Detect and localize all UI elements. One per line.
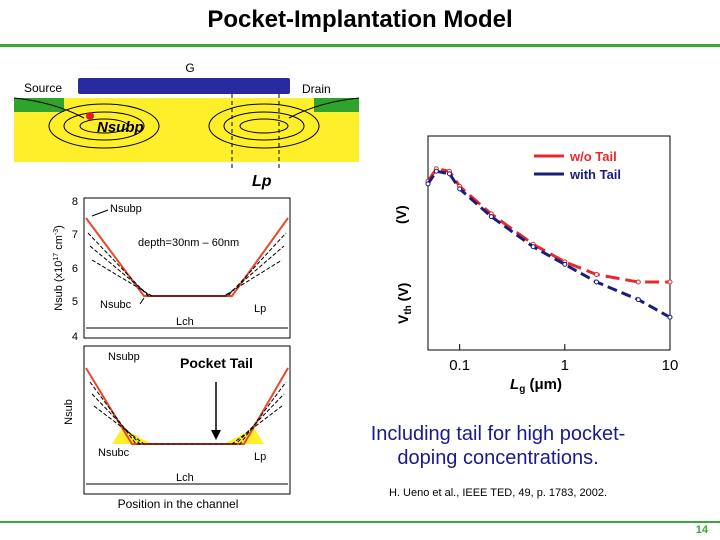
data-point — [667, 279, 673, 285]
data-point — [457, 186, 463, 192]
nsubp-marker — [86, 112, 94, 120]
caption-line1: Including tail for high pocket- — [370, 423, 626, 445]
profile-bottom-lp: Lp — [254, 451, 266, 463]
source-label: Source — [24, 81, 62, 95]
top-rule — [0, 44, 720, 47]
vth-ylabel: Vth (V) — [395, 283, 414, 324]
device-nsubp-label: Nsubp — [97, 119, 144, 136]
data-point — [425, 181, 431, 187]
profile-bottom-nsubc: Nsubc — [98, 447, 130, 459]
profile-bottom-lch: Lch — [176, 472, 194, 484]
profile-bottom-plot: Nsub Nsubp Pocket Tail Nsubc Lp Lch Posi… — [63, 345, 291, 511]
vth-chart: Vth (V) (V) Lg (μm) 0.1 1 10 w/o Tail with … — [393, 135, 679, 395]
citation: H. Ueno et al., IEEE TED, 49, p. 1783, 2… — [388, 487, 608, 499]
data-point — [593, 279, 599, 285]
profile-top-plot: Nsub (x1017 cm-3) 8 7 6 5 4 Nsubp depth=… — [53, 196, 291, 343]
series-line-with-tail — [426, 169, 671, 319]
page-number: 14 — [695, 524, 708, 536]
profile-top-ytick-5: 5 — [72, 296, 78, 308]
data-point — [433, 168, 439, 174]
data-point — [635, 279, 641, 285]
profile-bottom-ylabel: Nsub — [63, 399, 75, 425]
legend-label: with Tail — [569, 167, 621, 182]
profile-top-nsubc: Nsubc — [100, 299, 132, 311]
data-point — [635, 297, 641, 303]
caption-line2: doping concentrations. — [397, 447, 599, 469]
data-point — [446, 171, 452, 177]
profile-bottom-nsubp: Nsubp — [108, 351, 140, 363]
profile-top-nsubp: Nsubp — [110, 203, 142, 215]
profile-top-ytick-8: 8 — [72, 196, 78, 208]
vth-xlabel: Lg (μm) — [510, 376, 562, 395]
profile-top-ytick-7: 7 — [72, 229, 78, 241]
profile-top-ylabel: Nsub (x1017 cm-3) — [53, 225, 65, 311]
bottom-rule — [0, 521, 720, 523]
profile-top-depth: depth=30nm – 60nm — [138, 237, 239, 249]
profile-top-ytick-6: 6 — [72, 263, 78, 275]
profile-top-lp: Lp — [254, 303, 266, 315]
profile-top-ytick-4: 4 — [72, 331, 78, 343]
gate-label: G — [185, 61, 194, 75]
data-point — [593, 271, 599, 277]
vth-xtick: 0.1 — [449, 357, 470, 374]
legend-label: w/o Tail — [569, 149, 617, 164]
data-point — [488, 214, 494, 220]
device-cross-section: G Source Drain Nsubp Lp — [14, 61, 360, 190]
profile-top-lch: Lch — [176, 316, 194, 328]
slide-title: Pocket-Implantation Model — [207, 6, 513, 33]
pocket-tail-label: Pocket Tail — [180, 355, 253, 371]
caption: Including tail for high pocket- doping c… — [318, 422, 678, 470]
vth-xtick: 1 — [561, 357, 569, 374]
v-unit-label: (V) — [393, 205, 409, 224]
drain-label: Drain — [302, 82, 331, 96]
data-point — [530, 244, 536, 250]
device-lp-label: Lp — [252, 173, 272, 190]
vth-xtick: 10 — [662, 357, 679, 374]
data-point — [562, 261, 568, 267]
profile-bottom-xlabel: Position in the channel — [118, 497, 239, 511]
data-point — [667, 314, 673, 320]
series-line-wo-tail — [426, 167, 670, 284]
